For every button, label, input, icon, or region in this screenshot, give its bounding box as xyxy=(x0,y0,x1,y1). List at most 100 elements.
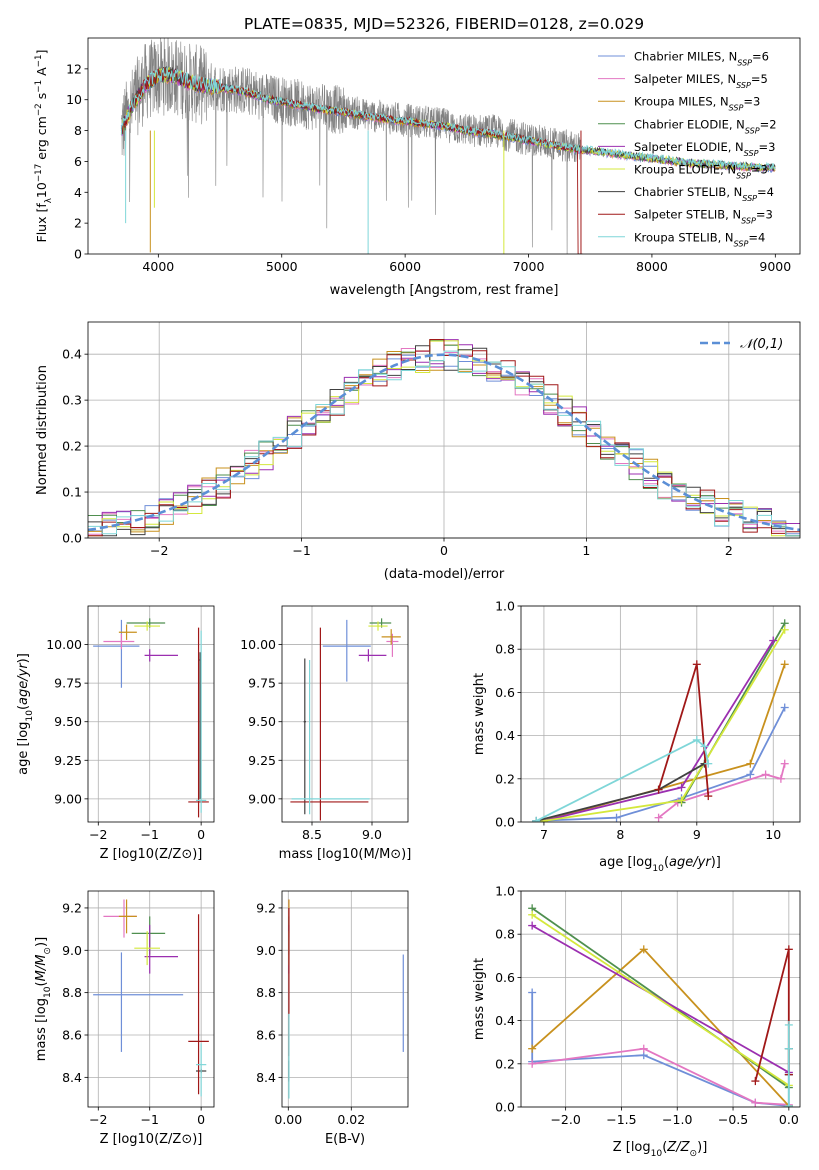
mass-weight-marker xyxy=(528,1059,537,1068)
age-vs-mass-frame: 8.5 9.0 9.00 9.25 9.50 9.75 10.00 mass [log10(M… xyxy=(240,605,411,862)
mass-weight-marker xyxy=(784,1044,793,1053)
mass-weight-marker xyxy=(528,910,537,919)
x-tick-label: 1 xyxy=(582,543,590,558)
y-tick-label: 12 xyxy=(66,61,82,76)
mass-vs-Z-ylabel: mass [log10(M/M⊙)] xyxy=(34,937,53,1061)
y-tick-label: 8.4 xyxy=(256,1070,276,1085)
mass-weight-line xyxy=(532,1047,789,1106)
residuals-legend: 𝒩(0,1) xyxy=(700,337,783,352)
y-tick-label: 0.4 xyxy=(495,1013,515,1028)
x-tick-label: −2 xyxy=(89,1112,107,1127)
error-bar-point xyxy=(322,619,371,682)
error-bar-point xyxy=(118,899,137,934)
residuals-axes xyxy=(88,322,800,539)
spectrum-axes xyxy=(120,38,776,254)
x-tick-label: −1.5 xyxy=(606,1112,636,1127)
x-tick-label: −1 xyxy=(140,1112,158,1127)
x-tick-label: 9 xyxy=(693,827,701,842)
mass-vs-Z-frame: −2 −1 0 8.4 8.6 8.8 9.0 9.2 Z [log10(Z/Z⊙)] mass … xyxy=(34,890,215,1147)
x-tick-label: −2.0 xyxy=(550,1112,580,1127)
mass-weight-marker xyxy=(528,1044,537,1053)
y-tick-label: 0.6 xyxy=(495,685,515,700)
mass-vs-EBV-axes xyxy=(282,891,408,1107)
mass-weight-marker xyxy=(769,636,778,645)
y-tick-label: 9.25 xyxy=(248,753,276,768)
error-bar-point xyxy=(290,627,369,821)
y-tick-label: 0.8 xyxy=(495,927,515,942)
mass-weight-line xyxy=(535,738,710,822)
residuals-plot-area xyxy=(88,339,800,537)
x-tick-label: −2 xyxy=(89,827,107,842)
mass-weight-marker xyxy=(746,770,755,779)
legend-entry: Salpeter STELIB, NSSP=3 xyxy=(634,208,773,226)
mass-weight-marker xyxy=(780,625,789,634)
age-vs-Z-frame: −2 −1 0 9.00 9.25 9.50 9.75 10.00 Z [log10(Z/Z⊙)… xyxy=(16,605,215,862)
mass-weight-marker xyxy=(761,770,770,779)
legend-entry: Kroupa ELODIE, NSSP=3 xyxy=(634,163,768,181)
y-tick-label: 10 xyxy=(66,92,82,107)
spectrum-ylabel: Flux [fλ10−17 erg cm−2 s−1 A−1] xyxy=(34,50,54,243)
mass-weight-marker xyxy=(784,945,793,954)
y-tick-label: 8 xyxy=(74,123,82,138)
mass-weight-marker xyxy=(784,1020,793,1029)
error-bar-point xyxy=(103,633,135,650)
weight-vs-age-xlabel: age [log10(age/yr)] xyxy=(599,855,721,874)
mass-vs-EBV-xlabel: E(B-V) xyxy=(325,1132,365,1147)
x-tick-label: 0 xyxy=(197,1112,205,1127)
x-tick-label: −1.0 xyxy=(662,1112,692,1127)
legend-entry: Salpeter MILES, NSSP=5 xyxy=(634,72,768,90)
mass-weight-marker xyxy=(528,921,537,930)
x-tick-label: 7 xyxy=(540,827,548,842)
x-tick-label: −1 xyxy=(292,543,310,558)
y-tick-label: 10.00 xyxy=(46,637,82,652)
legend-entry: 𝒩(0,1) xyxy=(740,337,783,352)
legend-entry: Chabrier STELIB, NSSP=4 xyxy=(634,185,774,203)
weight-vs-age-axes xyxy=(521,605,800,823)
mass-weight-line xyxy=(531,924,790,1074)
mass-vs-EBV-plot-area xyxy=(288,899,404,1099)
mass-weight-marker xyxy=(704,759,713,768)
x-tick-label: 8.5 xyxy=(302,827,322,842)
x-tick-label: 2 xyxy=(725,543,733,558)
y-tick-label: 9.75 xyxy=(54,676,82,691)
x-tick-label: 0.02 xyxy=(337,1112,365,1127)
y-tick-label: 0 xyxy=(74,247,82,262)
y-tick-label: 9.25 xyxy=(54,753,82,768)
mass-weight-line xyxy=(531,914,790,1087)
x-tick-label: 9000 xyxy=(759,259,791,274)
mass-vs-Z-xlabel: Z [log10(Z/Z⊙)] xyxy=(100,1132,203,1147)
legend-entry: Salpeter ELODIE, NSSP=3 xyxy=(634,140,775,158)
error-bar-point xyxy=(291,660,370,815)
y-tick-label: 0.0 xyxy=(495,1100,515,1115)
spectrum-xlabel: wavelength [Angstrom, rest frame] xyxy=(330,283,559,298)
mass-weight-marker xyxy=(751,1077,760,1086)
mass-weight-marker xyxy=(677,783,686,792)
y-tick-label: 0.3 xyxy=(62,393,82,408)
error-bar-point xyxy=(134,621,160,631)
spectrum-frame: 4000 5000 6000 7000 8000 9000 0 2 4 6 8 10 12 wavelen… xyxy=(34,37,801,298)
age-vs-mass-plot-area xyxy=(290,618,401,821)
error-bar-point xyxy=(303,658,306,815)
error-bar-point xyxy=(386,633,399,657)
y-tick-label: 4 xyxy=(74,185,82,200)
y-tick-label: 9.0 xyxy=(256,943,276,958)
x-tick-label: 7000 xyxy=(513,259,545,274)
error-bar-point xyxy=(196,1043,207,1097)
mass-weight-marker xyxy=(780,759,789,768)
weight-vs-age-ylabel: mass weight xyxy=(472,673,487,755)
legend-entry: Kroupa MILES, NSSP=3 xyxy=(634,95,760,113)
y-tick-label: 8.6 xyxy=(256,1028,276,1043)
figure-title: PLATE=0835, MJD=52326, FIBERID=0128, z=0… xyxy=(244,15,644,33)
error-bar-point xyxy=(93,619,140,688)
mass-weight-marker xyxy=(746,759,755,768)
mass-weight-marker xyxy=(612,813,621,822)
residuals-xlabel: (data-model)/error xyxy=(384,567,505,582)
y-tick-label: 0.0 xyxy=(495,815,515,830)
y-tick-label: 0.2 xyxy=(62,439,82,454)
x-tick-label: 4000 xyxy=(142,259,174,274)
y-tick-label: 8.4 xyxy=(62,1070,82,1085)
y-tick-label: 0.0 xyxy=(62,531,82,546)
residuals-frame: −2 −1 0 1 2 0.0 0.1 0.2 0.3 0.4 (data-model)/error… xyxy=(35,321,801,582)
error-bar-point xyxy=(188,627,209,818)
